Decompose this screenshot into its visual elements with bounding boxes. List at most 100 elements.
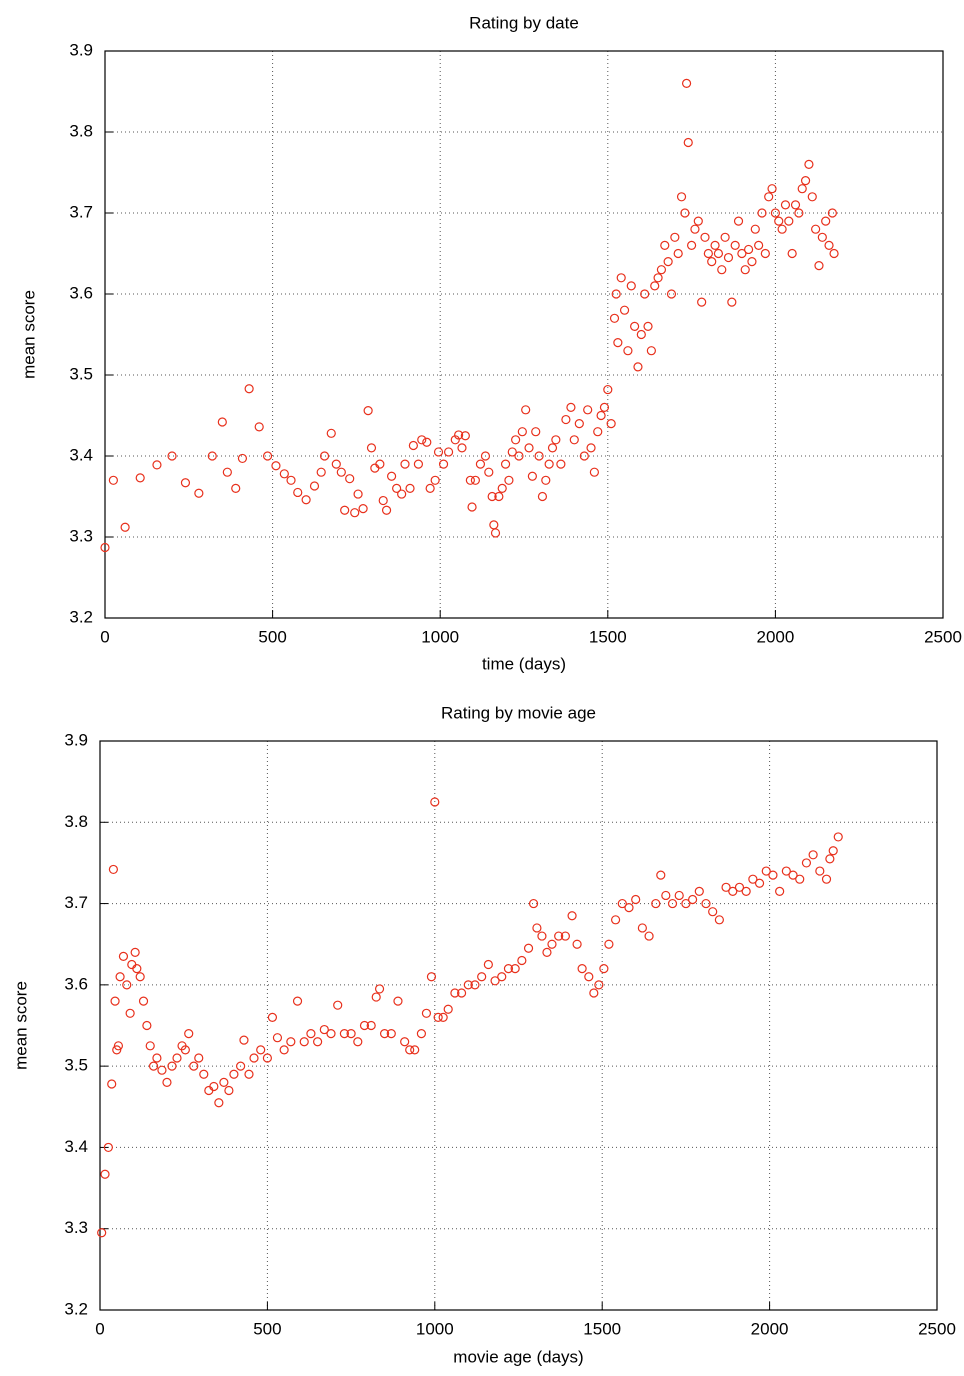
point [333,1000,343,1010]
point [353,489,363,499]
point [405,1045,415,1055]
point [775,886,785,896]
point [707,257,717,267]
point [438,459,449,469]
point [640,289,650,299]
point [379,1029,390,1039]
point [180,1045,190,1055]
y-tick-label: 3.4 [64,1137,88,1156]
point [316,467,326,477]
point [693,216,703,226]
point [256,1045,266,1055]
point [122,980,132,990]
point [299,1037,309,1047]
point [604,939,614,949]
point [340,505,350,515]
point [386,1029,396,1039]
point [774,216,784,226]
point [465,475,475,485]
point [690,224,700,234]
point [457,443,467,453]
point [262,1053,272,1063]
point [566,402,576,412]
point [237,453,248,464]
point [653,273,663,283]
point [410,1045,420,1055]
point [326,1029,336,1039]
y-tick-label: 3.5 [69,364,93,383]
point [764,192,774,202]
point [397,489,407,499]
y-tick-label: 3.2 [64,1299,88,1318]
point [326,428,336,438]
point [800,176,811,186]
point [697,297,707,307]
point [489,520,499,530]
x-tick-label: 2500 [918,1319,956,1338]
x-tick-label: 1000 [416,1319,454,1338]
point [425,483,435,493]
point [572,939,582,949]
point [521,405,531,415]
point [293,487,303,498]
point [589,467,599,477]
x-tick-label: 2000 [751,1319,789,1338]
x-tick-label: 2000 [756,627,794,646]
point [507,447,517,457]
point [663,257,673,267]
point [656,265,667,275]
point [828,846,838,856]
point [534,451,544,461]
point [754,240,764,250]
point [375,459,385,469]
point [787,248,797,259]
point [687,894,698,905]
point [599,402,610,412]
chart: Rating by date time (days) mean score 3.2 3.… [19,13,961,673]
point [194,488,204,498]
point [229,1069,239,1079]
point [148,1061,159,1071]
point [821,874,832,884]
point [180,478,191,488]
point [727,297,737,307]
point [366,443,377,453]
point [433,1012,443,1022]
point [733,216,744,226]
point [567,911,577,921]
point [523,943,534,953]
point [807,192,817,202]
point [172,1053,182,1063]
point [504,475,514,485]
point [797,184,807,194]
point [700,232,710,242]
point [610,915,621,925]
point [370,463,380,473]
y-tick-label: 3.7 [64,893,88,912]
point [231,483,241,493]
point [135,473,145,483]
point [721,882,731,892]
point [643,321,653,331]
point [694,886,704,896]
point [244,1069,254,1079]
point [500,459,511,469]
point [740,265,750,275]
point [107,1079,117,1089]
x-tick-label: 1000 [421,627,459,646]
point [824,240,834,250]
point [747,257,757,267]
point [110,996,120,1006]
point [617,898,627,909]
point [616,273,626,283]
point [433,447,444,457]
point [728,886,738,896]
point [100,1169,110,1179]
x-tick-label: 2500 [924,627,962,646]
point [569,435,579,445]
point [430,475,440,485]
point [801,858,812,868]
point [821,216,831,226]
point [814,261,824,271]
point [788,870,798,880]
